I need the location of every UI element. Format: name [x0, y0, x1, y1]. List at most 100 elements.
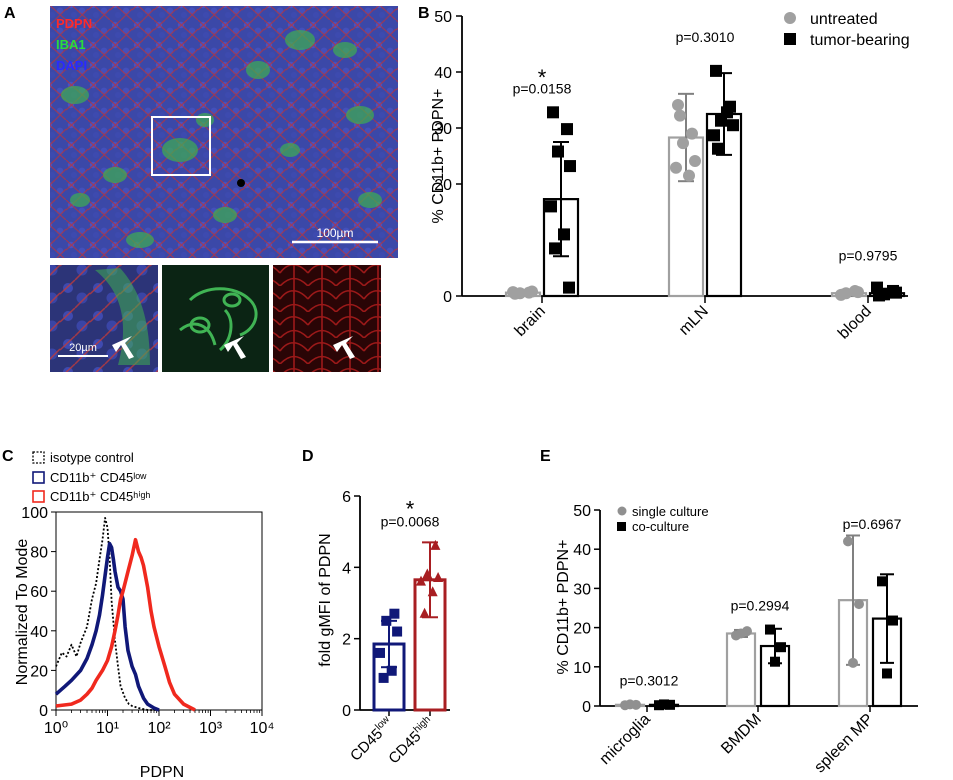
b-point — [840, 287, 852, 300]
c-ytick-label: 20 — [30, 663, 48, 680]
panel-c-letter: C — [2, 448, 14, 465]
e-plot: 0 10 20 30 40 50 microglia BMDM spleen MP p=0.301… — [573, 503, 918, 776]
legend-dapi: DAPI — [56, 58, 87, 73]
e-ytick-label: 10 — [573, 660, 591, 677]
c-legend-isotype-marker — [32, 451, 45, 464]
b-point — [549, 242, 561, 255]
e-ytick-label: 40 — [573, 542, 591, 559]
c-ytick-label: 100 — [21, 505, 48, 522]
d-ytick-label: 4 — [342, 560, 351, 577]
e-category-label: BMDM — [718, 711, 765, 758]
c-xtick-label: 10⁴ — [250, 720, 275, 737]
b-point — [727, 119, 739, 132]
b-category-label: brain — [512, 303, 549, 340]
b-point — [689, 155, 701, 168]
e-category-label: microglia — [597, 711, 654, 768]
b-point — [552, 145, 564, 158]
e-ytick-label: 20 — [573, 621, 591, 638]
e-ylabel: % CD11b+ PDPN+ — [555, 540, 572, 675]
e-legend-single-marker — [617, 506, 627, 516]
b-legend-untreated-label: untreated — [810, 11, 878, 28]
b-point — [708, 129, 720, 142]
d-point — [375, 647, 385, 658]
b-point — [686, 127, 698, 140]
c-ytick-label: 60 — [30, 584, 48, 601]
b-point — [852, 286, 864, 299]
d-ytick-label: 6 — [342, 489, 351, 506]
d-point — [419, 607, 430, 618]
microglia-overlay — [61, 30, 382, 248]
inset-merge-cells — [95, 268, 150, 365]
b-significance-star: * — [538, 65, 547, 90]
panel-b-letter: B — [418, 5, 430, 22]
b-point — [674, 109, 686, 122]
panel-c: C isotype control CD11b⁺ CD45ˡᵒʷ CD11b⁺ … — [2, 448, 274, 780]
b-point — [563, 281, 575, 294]
d-point — [381, 615, 392, 626]
e-bar-single — [725, 632, 757, 708]
e-pvalue: p=0.3012 — [620, 673, 679, 689]
d-point — [386, 665, 397, 676]
e-legend-co-label: co-culture — [632, 519, 689, 534]
e-legend-single-label: single culture — [632, 504, 709, 519]
scalebar-main-label: 100µm — [317, 226, 354, 240]
e-point — [665, 699, 675, 710]
b-point — [547, 106, 559, 119]
c-plot: 0 20 40 60 80 100 10⁰ 10¹ 10² 10³ 10⁴ — [21, 505, 274, 737]
arrow-iba1-icon — [224, 336, 246, 359]
d-point — [389, 608, 400, 619]
d-ytick-label: 2 — [342, 632, 351, 649]
c-legend: isotype control CD11b⁺ CD45ˡᵒʷ CD11b⁺ CD… — [32, 450, 150, 504]
c-ylabel: Normalized To Mode — [14, 539, 31, 686]
e-legend: single culture co-culture — [617, 504, 709, 534]
d-point — [430, 539, 441, 550]
e-point — [888, 615, 898, 626]
c-legend-high-marker — [32, 490, 45, 503]
b-category-label: blood — [835, 303, 875, 343]
arrow-merge-icon — [112, 336, 134, 359]
e-point — [854, 599, 864, 610]
b-ytick-label: 0 — [443, 289, 452, 306]
inset-iba1-cells — [179, 287, 258, 352]
b-legend: untreated tumor-bearing — [784, 11, 910, 49]
b-point — [561, 123, 573, 136]
e-point — [848, 657, 858, 668]
e-ytick-label: 0 — [582, 699, 591, 716]
inset-pdpn — [273, 265, 381, 372]
b-category-label: mLN — [676, 303, 712, 339]
d-ytick-label: 0 — [342, 703, 351, 720]
b-point — [545, 200, 557, 213]
c-xtick-label: 10³ — [199, 720, 223, 737]
panel-a: A PDPN IBA1 DAPI 100µm 20µm — [4, 5, 398, 372]
e-legend-co-marker — [617, 522, 626, 531]
d-point — [378, 672, 389, 683]
c-legend-high-label: CD11b⁺ CD45ʰⁱᵍʰ — [50, 489, 150, 504]
c-plot-frame — [55, 511, 263, 711]
inset-iba1 — [162, 265, 269, 372]
c-ytick-label: 40 — [30, 624, 48, 641]
e-ytick-label: 50 — [573, 503, 591, 520]
c-line-cd45-high — [55, 537, 196, 712]
legend-iba1: IBA1 — [56, 37, 86, 52]
b-point — [712, 142, 724, 155]
b-pvalue: p=0.0158 — [513, 80, 572, 96]
c-legend-low-label: CD11b⁺ CD45ˡᵒʷ — [50, 470, 147, 485]
b-point — [507, 286, 519, 299]
panel-e-letter: E — [540, 448, 551, 465]
panel-d: D fold gMFI of PDPN 0246CD45lowCD45high*… — [302, 448, 450, 767]
arrow-pdpn-icon — [333, 336, 355, 359]
b-ytick-label: 30 — [434, 121, 452, 138]
e-ytick-label: 30 — [573, 581, 591, 598]
d-point — [416, 575, 426, 586]
legend-pdpn: PDPN — [56, 16, 92, 31]
b-point — [670, 161, 682, 174]
b-pvalue: p=0.3010 — [676, 29, 735, 45]
c-xlabel: PDPN — [140, 764, 184, 780]
b-plot: 0 20 30 40 50 brain mLN blood *p=0.0158 p=0.3010 p… — [434, 9, 908, 343]
c-line-isotype — [55, 517, 159, 711]
d-point — [422, 568, 433, 579]
c-legend-low-marker — [32, 471, 45, 484]
b-legend-untreated-marker — [784, 12, 796, 24]
e-point — [659, 699, 669, 710]
